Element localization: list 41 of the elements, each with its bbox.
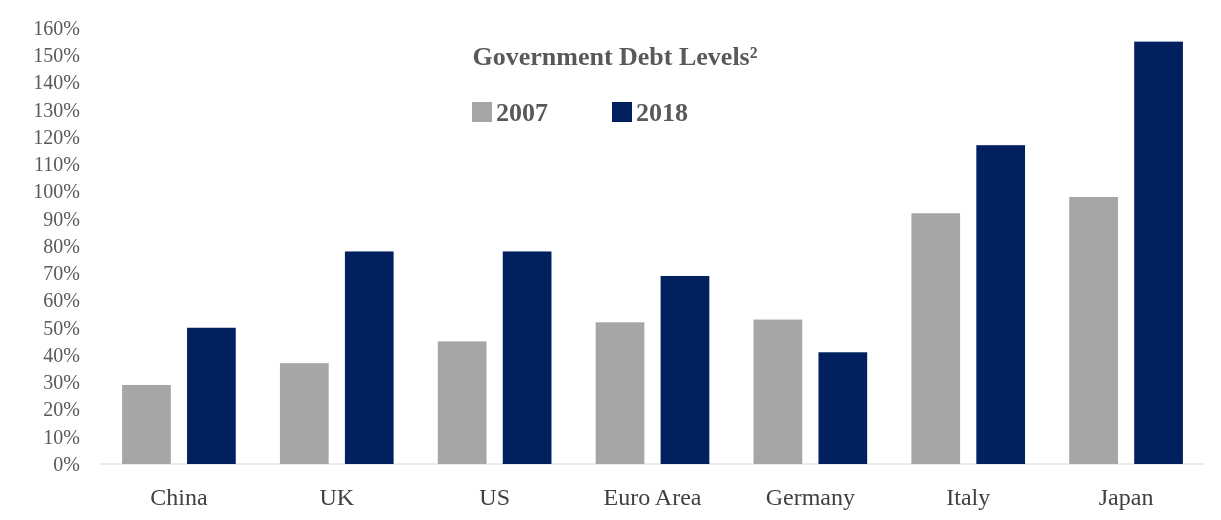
x-tick-label: Germany [765,484,856,511]
y-tick-label: 20% [43,398,80,421]
bar [502,251,552,464]
x-tick-label: Italy [946,484,991,511]
bar [1134,41,1183,464]
legend-label: 2018 [636,98,688,127]
y-tick-label: 50% [43,316,80,339]
y-tick-label: 10% [43,425,80,448]
bar [122,384,171,464]
x-tick-label: Japan [1098,484,1154,511]
bar [818,352,868,464]
y-tick-label: 100% [33,180,80,203]
bar [437,341,487,464]
y-tick-label: 160% [33,16,80,39]
x-tick-label: Euro Area [603,484,702,511]
y-tick-label: 70% [43,262,80,285]
y-tick-label: 90% [43,207,80,230]
bar [976,145,1026,464]
y-tick-label: 120% [33,125,80,148]
x-tick-label: China [150,484,208,511]
bar [660,275,710,464]
y-tick-label: 80% [43,234,80,257]
y-tick-label: 140% [33,71,80,94]
y-tick-label: 40% [43,343,80,366]
bar [911,213,961,464]
y-tick-label: 130% [33,98,80,121]
y-tick-label: 30% [43,371,80,394]
y-tick-label: 110% [34,153,80,176]
bar [279,363,329,464]
bar [344,251,394,464]
y-tick-label: 60% [43,289,80,312]
bar [595,322,645,464]
text: Government Debt Levels² [472,42,758,71]
x-tick-label: US [479,484,510,511]
y-tick-label: 150% [33,44,80,67]
bar [753,319,803,464]
bar [187,327,236,464]
legend-label: 2007 [496,98,548,127]
y-tick-label: 0% [53,452,80,475]
bar [1069,196,1118,464]
x-tick-label: UK [319,484,355,511]
